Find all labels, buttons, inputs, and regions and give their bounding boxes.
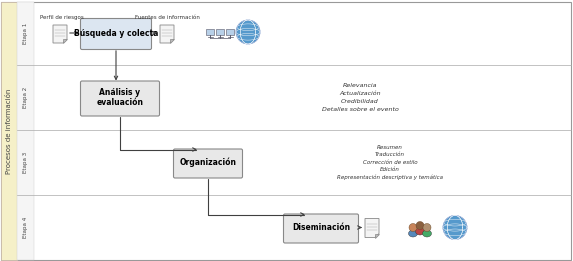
Text: Búsqueda y colecta: Búsqueda y colecta [74, 28, 158, 38]
Text: Organización: Organización [179, 158, 237, 167]
Text: Resumen
Traducción
Corrección de estilo
Edición
Representación descriptiva y tem: Resumen Traducción Corrección de estilo … [337, 145, 443, 180]
Circle shape [423, 223, 431, 232]
Text: Procesos de información: Procesos de información [6, 88, 12, 174]
Bar [1, 2, 17, 260]
Text: Diseminación: Diseminación [292, 223, 350, 232]
Polygon shape [53, 25, 67, 43]
Circle shape [409, 223, 417, 232]
Text: Etapa 2: Etapa 2 [23, 87, 28, 108]
FancyBboxPatch shape [80, 19, 151, 50]
Text: Análisis y
evaluación: Análisis y evaluación [96, 88, 143, 107]
Text: Etapa 3: Etapa 3 [23, 152, 28, 173]
Polygon shape [365, 218, 379, 238]
Text: Perfil de riesgos: Perfil de riesgos [40, 15, 84, 20]
Text: Fuentes de información: Fuentes de información [135, 15, 199, 20]
Polygon shape [160, 25, 174, 43]
Bar [17, 2, 34, 260]
Text: Etapa 4: Etapa 4 [23, 217, 28, 238]
FancyBboxPatch shape [284, 214, 359, 243]
Text: Etapa 1: Etapa 1 [23, 22, 28, 44]
Polygon shape [170, 39, 174, 43]
Ellipse shape [409, 230, 418, 237]
Ellipse shape [415, 228, 425, 235]
Circle shape [416, 222, 424, 229]
Polygon shape [63, 39, 67, 43]
Circle shape [443, 216, 467, 240]
Circle shape [236, 20, 260, 44]
Text: Relevancia
Actualización
Credibilidad
Detalles sobre el evento: Relevancia Actualización Credibilidad De… [321, 83, 398, 112]
Ellipse shape [422, 230, 431, 237]
Bar [226, 29, 234, 35]
Bar [206, 29, 214, 35]
FancyBboxPatch shape [174, 149, 242, 178]
Bar [216, 29, 224, 35]
Polygon shape [375, 234, 379, 238]
FancyBboxPatch shape [80, 81, 159, 116]
